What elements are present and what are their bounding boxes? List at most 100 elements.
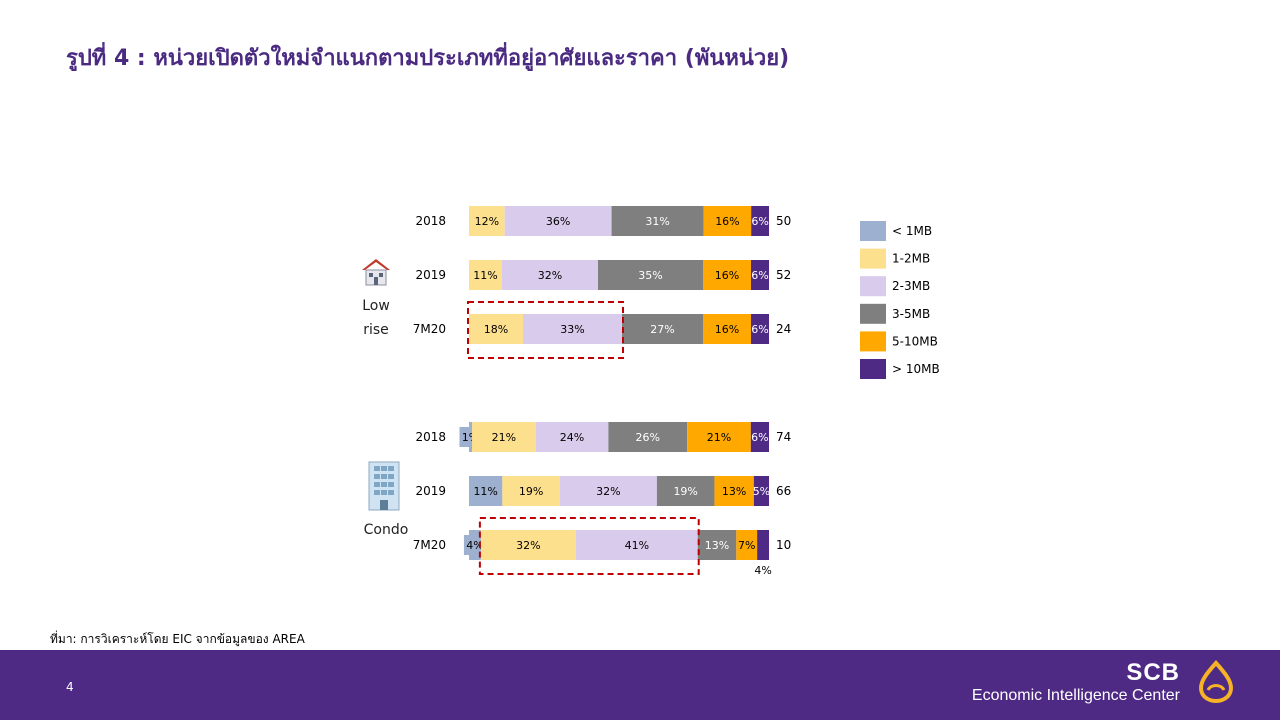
data-label: 35% — [638, 269, 662, 282]
bar-segment — [714, 476, 754, 506]
highlight-box — [467, 301, 624, 359]
bar-segment — [751, 206, 769, 236]
data-label: 6% — [751, 431, 768, 444]
bar-segment — [703, 206, 752, 236]
data-label: 5% — [753, 485, 770, 498]
bar-segment — [535, 422, 609, 452]
data-label: 27% — [650, 323, 674, 336]
data-label: 6% — [751, 269, 768, 282]
bar-segment — [559, 476, 657, 506]
bar-segment — [703, 260, 751, 290]
data-label: 16% — [715, 323, 739, 336]
bar-segment — [480, 530, 576, 560]
highlight-box — [478, 517, 700, 575]
data-label: 6% — [751, 215, 768, 228]
group-label-low-rise: Low rise — [346, 294, 406, 342]
bar-segment — [736, 530, 758, 560]
data-label: 33% — [560, 323, 584, 336]
bar-segment — [611, 206, 704, 236]
group-label-line: Condo — [363, 522, 409, 538]
total-label: 10 — [776, 538, 791, 552]
legend-swatch — [860, 221, 886, 241]
total-label: 52 — [776, 268, 791, 282]
data-label: 21% — [707, 431, 731, 444]
bar-segment — [751, 260, 769, 290]
bar-segment — [523, 314, 622, 344]
bar-segment — [502, 260, 598, 290]
legend-swatch — [860, 331, 886, 352]
data-label: 13% — [705, 539, 729, 552]
group-label-condo: Condo — [356, 518, 416, 542]
legend-label: 5-10MB — [892, 334, 938, 348]
group-label-line: Low — [362, 298, 390, 314]
brand-subtitle: Economic Intelligence Center — [971, 687, 1180, 704]
data-label: 24% — [560, 431, 584, 444]
data-label: 18% — [484, 323, 508, 336]
category-label: 7M20 — [413, 322, 446, 336]
bar-segment — [472, 422, 536, 452]
bar-segment — [751, 314, 769, 344]
total-label: 74 — [776, 430, 791, 444]
data-label: 19% — [519, 485, 543, 498]
total-label: 66 — [776, 484, 791, 498]
data-label: 7% — [738, 539, 755, 552]
legend-label: 1-2MB — [892, 252, 930, 266]
bar-segment — [502, 476, 560, 506]
total-label: 50 — [776, 214, 791, 228]
bar-segment — [608, 422, 688, 452]
data-label: 4% — [754, 564, 771, 577]
footer-bar — [0, 650, 1280, 720]
category-label: 2018 — [415, 430, 446, 444]
page-title: รูปที่ 4 : หน่วยเปิดตัวใหม่จำแนกตามประเภ… — [66, 46, 790, 71]
data-label: 16% — [715, 215, 739, 228]
data-label: 21% — [492, 431, 516, 444]
house-icon — [360, 255, 392, 291]
data-label-box — [463, 535, 486, 555]
bar-segment — [575, 530, 698, 560]
bar-segment — [469, 476, 503, 506]
data-label: 36% — [546, 215, 570, 228]
data-label: 16% — [715, 269, 739, 282]
bar-segment — [697, 530, 737, 560]
data-label: 26% — [636, 431, 660, 444]
group-label-line: rise — [363, 322, 389, 338]
data-label: 13% — [722, 485, 746, 498]
bar-segment — [504, 206, 612, 236]
legend-label: 3-5MB — [892, 307, 930, 321]
data-label: 19% — [673, 485, 697, 498]
legend-swatch — [860, 248, 886, 269]
data-label: 41% — [625, 539, 649, 552]
bar-segment — [687, 422, 751, 452]
data-label: 11% — [473, 269, 497, 282]
data-label: 32% — [516, 539, 540, 552]
bar-segment — [622, 314, 703, 344]
total-label: 24 — [776, 322, 791, 336]
data-label: 31% — [645, 215, 669, 228]
page-number: 4 — [66, 680, 74, 694]
stacked-bar-chart: 2018 12% 36% 31% 16% 6% 50 2019 11% 32% 35% 16% 6% 52… — [413, 206, 940, 577]
legend-label: 2-3MB — [892, 279, 930, 293]
brand-text: SCB Economic Intelligence Center — [972, 660, 1180, 706]
bar-segment — [753, 476, 769, 506]
data-label: 12% — [475, 215, 499, 228]
source-note: ที่มา: การวิเคราะห์โดย EIC จากข้อมูลของ … — [50, 632, 305, 646]
category-label: 2018 — [415, 214, 446, 228]
bar-segment — [469, 206, 505, 236]
bar-segment — [750, 422, 769, 452]
bar-segment — [598, 260, 703, 290]
bar-segment — [703, 314, 751, 344]
brand-name: SCB — [1126, 659, 1180, 686]
scb-logo-icon — [1196, 659, 1236, 708]
bar-segment — [757, 530, 769, 560]
legend-label: > 10MB — [892, 362, 940, 376]
data-label: 32% — [538, 269, 562, 282]
bar-segment — [469, 260, 502, 290]
category-label: 2019 — [415, 268, 446, 282]
legend-label: < 1MB — [892, 224, 932, 238]
bar-segment — [656, 476, 715, 506]
legend-swatch — [860, 359, 886, 379]
category-label: 7M20 — [413, 538, 446, 552]
building-icon — [366, 460, 402, 516]
bar-segment — [469, 314, 523, 344]
data-label: 32% — [596, 485, 620, 498]
